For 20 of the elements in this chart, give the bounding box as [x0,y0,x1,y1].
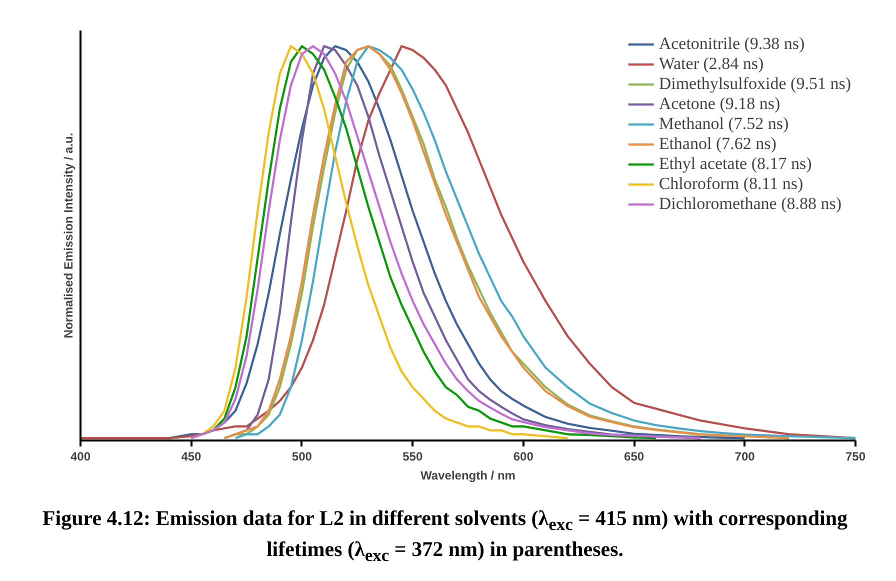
legend-label: Dimethylsulfoxide (9.51 ns) [658,74,851,94]
x-axis-title: Wavelength / nm [420,468,516,482]
text: Figure 4.12: Emission data for L2 in different solvents (λ$_{exc}$ = 415 nm) with corresponding lifetimes (λ$_{exc}$ = 372 nm) in parentheses. [42,506,848,566]
x-tick-label: 450 [181,450,202,464]
legend-label: Ethanol (7.62 ns) [658,134,776,154]
x-tick-label: 550 [402,450,423,464]
x-tick-label: 700 [734,450,756,464]
x-tick-label: 750 [845,450,866,464]
x-tick-label: 600 [513,450,534,464]
x-tick-label: 500 [292,450,312,464]
legend-label: Methanol (7.52 ns) [658,114,789,134]
legend-label: Acetonitrile (9.38 ns) [658,34,805,54]
x-tick-label: 650 [624,450,644,464]
x-tick-label: 400 [70,450,91,464]
legend-label: Water (2.84 ns) [658,54,764,74]
legend-label: Chloroform (8.11 ns) [658,174,804,194]
y-axis-title: Normalised Emission Intensity / a.u. [62,132,76,338]
legend-label: Ethyl acetate (8.17 ns) [658,154,812,174]
legend-label: Dichloromethane (8.88 ns) [658,194,842,214]
legend-label: Acetone (9.18 ns) [658,94,780,114]
